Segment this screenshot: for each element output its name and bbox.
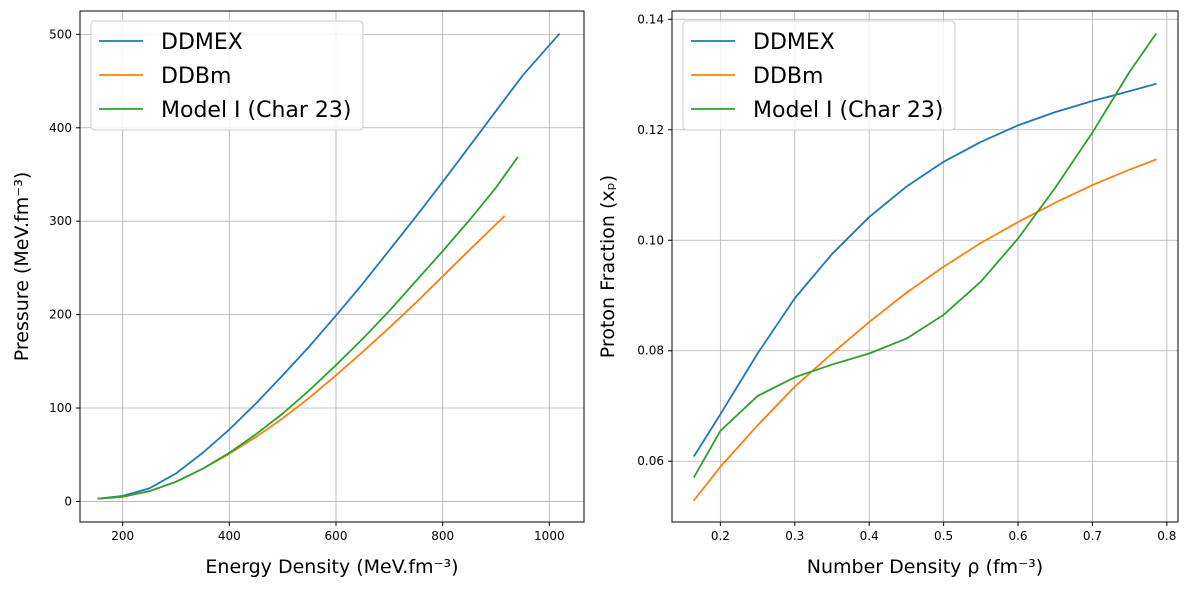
legend: DDMEX DDBm Model I (Char 23) xyxy=(682,20,956,131)
y-tick-label: 0 xyxy=(64,494,72,508)
legend-box xyxy=(90,20,364,131)
x-tick-label: 200 xyxy=(111,529,134,543)
series-line-ddmex xyxy=(693,82,1157,457)
series-line-model-i-char-23 xyxy=(97,156,519,500)
y-axis-label: Pressure (MeV.fm⁻³) xyxy=(11,172,33,362)
y-axis-label: Proton Fraction (xₚ) xyxy=(597,175,619,358)
x-tick-label: 0.7 xyxy=(1083,529,1102,543)
legend-entry-ddmex: DDMEX xyxy=(753,30,835,55)
x-axis-label: Number Density ρ (fm⁻³) xyxy=(807,556,1043,578)
legend-entry-model-i-char-23: Model I (Char 23) xyxy=(753,98,944,123)
legend-entry-ddbm: DDBm xyxy=(161,64,231,89)
series-line-ddbm xyxy=(97,215,506,500)
x-tick-label: 0.2 xyxy=(711,529,730,543)
legend-entry-ddmex: DDMEX xyxy=(161,30,243,55)
legend-entry-ddbm: DDBm xyxy=(753,64,823,89)
x-tick-label: 0.5 xyxy=(934,529,953,543)
legend-box xyxy=(682,20,956,131)
series-line-model-i-char-23 xyxy=(693,32,1157,478)
x-tick-label: 0.3 xyxy=(785,529,804,543)
y-tick-label: 200 xyxy=(49,308,72,322)
legend-entry-model-i-char-23: Model I (Char 23) xyxy=(161,98,352,123)
pressure-vs-energy-density-panel: 200 400 600 800 1000 0 100 200 300 400 500 Energy D… xyxy=(11,10,585,578)
x-axis-label: Energy Density (MeV.fm⁻³) xyxy=(205,556,458,578)
y-tick-label: 500 xyxy=(49,27,72,41)
y-tick-label: 0.06 xyxy=(637,454,664,468)
y-tick-label: 100 xyxy=(49,401,72,415)
x-tick-label: 1000 xyxy=(534,529,565,543)
x-tick-label: 0.4 xyxy=(860,529,879,543)
proton-fraction-vs-number-density-panel: 0.2 0.3 0.4 0.5 0.6 0.7 0.8 0.06 0.08 0.10 0.12 0.1… xyxy=(597,10,1179,578)
x-tick-label: 800 xyxy=(431,529,454,543)
y-tick-label: 0.14 xyxy=(637,12,664,26)
series-line-ddbm xyxy=(693,158,1157,502)
legend: DDMEX DDBm Model I (Char 23) xyxy=(90,20,364,131)
axes-frame xyxy=(671,10,1179,523)
x-tick-label: 600 xyxy=(325,529,348,543)
x-tick-label: 0.6 xyxy=(1008,529,1027,543)
series-line-ddmex xyxy=(97,33,561,500)
y-tick-label: 0.08 xyxy=(637,344,664,358)
x-tick-label: 400 xyxy=(218,529,241,543)
y-tick-label: 300 xyxy=(49,214,72,228)
y-tick-label: 0.12 xyxy=(637,123,664,137)
y-tick-label: 400 xyxy=(49,121,72,135)
y-tick-label: 0.10 xyxy=(637,233,664,247)
axes-frame xyxy=(79,10,585,523)
x-tick-label: 0.8 xyxy=(1157,529,1176,543)
